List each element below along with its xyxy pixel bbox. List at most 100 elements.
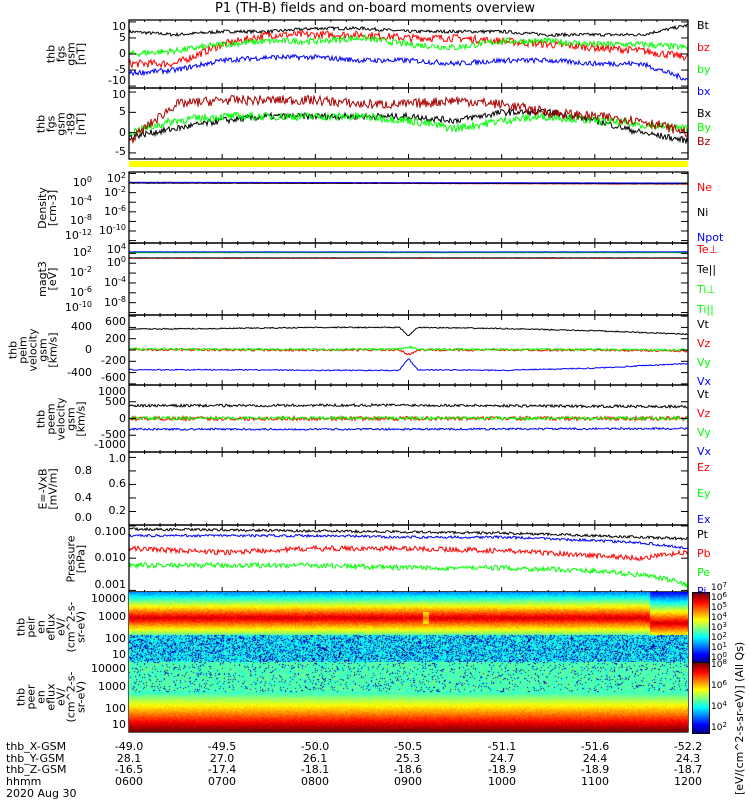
y-tick-label: -10 [108,74,126,87]
colorbar-tick-label: 101 [711,640,727,653]
panel-ylabel: E=-VxB [mV/m] [36,468,59,509]
legend-vz: Vz [697,337,711,350]
series-vx-line [128,358,689,372]
footer-value: 28.1 [116,751,142,765]
legend-npot: Npot [697,231,724,244]
y-tick-label: 0.100 [94,525,127,538]
colorbar-tick-label: 104 [711,610,727,623]
series-by-line [128,110,689,137]
y-tick-label: 200 [105,331,126,345]
footer-value: 0700 [208,774,236,788]
series-bx-line [128,53,689,81]
footer-value: 24.4 [582,751,608,765]
colorbar-label: [eV/(cm^2-s-sr-eV)] (All Qs) [733,641,746,795]
panel-ylabel: thb fgs gsm -t89 [nT] [34,112,87,135]
legend-ti: Ti|| [697,303,714,316]
footer-value: 1100 [581,774,609,788]
footer-value: 0900 [394,774,422,788]
panel-frame [128,242,689,316]
y-tick-label: 10-4 [104,274,126,289]
footer-value: 0600 [115,774,143,788]
panel-ylabel: thb peem velocity gsm [km/s] [34,397,87,440]
ion-spectrogram [129,592,688,662]
series-bz-line [128,94,689,145]
colorbar-tick-label: 105 [711,600,727,613]
legend-by: by [697,63,711,76]
y-tick-label: -1000 [94,438,126,451]
legend-te: Te|| [697,263,717,276]
series-vx-line [128,426,689,432]
legend-te: Te⊥ [697,243,719,256]
y-tick-label: 100 [106,255,126,270]
y-tick-label: 10-8 [104,294,126,309]
colorbar-tick-label: 102 [711,630,727,643]
series-pe-line [128,561,689,589]
y-tick-label: 0 [119,411,126,425]
series-bt-line [128,23,689,38]
footer-value: -18.6 [393,763,423,776]
legend-by: By [697,121,712,134]
footer-value: -18.9 [487,763,517,776]
footer-value: 26.1 [302,751,328,765]
y-tick-label: -5 [115,145,126,158]
plot-title: P1 (TH-B) fields and on-board moments ov… [215,1,535,16]
footer-value: -49.5 [207,740,237,753]
y-tick-label: 10 [112,718,126,731]
footer-row-label: hhmm [6,774,42,788]
y-tick-label: 102 [106,171,126,185]
legend-bz: Bz [697,135,711,148]
footer-value: -18.1 [300,763,330,776]
panel-frame [128,451,689,526]
legend-pi: Pi [697,585,707,598]
y-tick-label: 0.2 [108,504,127,518]
y-tick-label: 10-6 [104,203,126,218]
footer-row-label: thb_X-GSM [6,740,67,753]
y-tick-label: 104 [106,242,126,256]
y-tick-label: 100 [105,631,126,645]
legend-vt: Vt [697,388,709,401]
series-pi-line [128,533,689,550]
footer-value: -18.7 [673,763,703,776]
panel-ylabel: Pressure [nPa] [64,535,87,582]
footer-value: 27.0 [209,751,235,765]
series-vt-line [128,326,689,337]
legend-ne: Ne [697,181,712,194]
y-tick-label: 10-10 [98,223,126,237]
series-by-line [128,34,689,58]
series-vy-line [129,345,689,352]
footer-value: -51.1 [487,740,517,753]
y-tick-label: 1000 [98,385,126,398]
ion-colorbar [692,592,710,664]
legend-ni: Ni [697,206,709,219]
footer-value: -50.5 [393,740,423,753]
series-pb-line [128,544,689,562]
y-tick-label: 0.4 [74,490,93,504]
y-tick-label: 10 [112,20,126,33]
electron-spectrogram [129,662,688,732]
y-tick-label: 500 [105,394,126,408]
y-tick-label: 102 [72,245,92,260]
footer-value: 1200 [674,774,702,788]
footer-value: -17.4 [207,763,237,776]
y-tick-label: 100 [105,701,126,715]
footer-value: -18.9 [580,763,610,776]
panel-ylabel: Density [cm-3] [36,187,59,229]
legend-vx: Vx [697,375,712,388]
colorbar-tick-label: 102 [711,720,727,733]
y-tick-label: 0 [119,125,126,139]
y-tick-label: -500 [101,428,126,442]
y-tick-label: 0 [85,343,92,356]
legend-ez: Ez [697,461,710,474]
y-tick-label: 10-2 [70,265,92,280]
legend-bt: Bt [697,19,709,32]
colorbar-tick-label: 106 [711,590,727,603]
colorbar-tick-label: 108 [711,657,727,670]
y-tick-label: 400 [71,320,92,334]
footer-value: 24.7 [489,751,515,765]
y-tick-label: 10-2 [104,184,126,199]
panel-ylabel: thb peim velocity gsm [km/s] [6,329,59,372]
y-tick-label: 10 [112,88,126,101]
y-tick-label: 10000 [91,592,126,605]
electron-colorbar [692,662,710,734]
legend-ey: Ey [697,487,711,500]
